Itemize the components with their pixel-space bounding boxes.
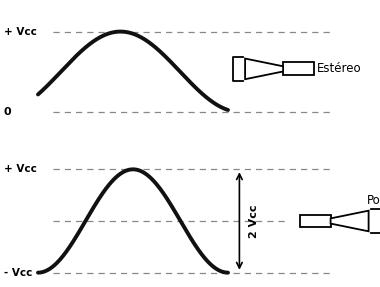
Polygon shape xyxy=(245,59,283,79)
Text: 2 Vcc: 2 Vcc xyxy=(249,204,259,238)
Text: Ponte: Ponte xyxy=(367,194,380,207)
Bar xyxy=(283,62,314,75)
Text: - Vcc: - Vcc xyxy=(4,268,32,278)
Text: Estéreo: Estéreo xyxy=(317,62,362,75)
Polygon shape xyxy=(331,211,369,231)
Text: + Vcc: + Vcc xyxy=(4,164,37,174)
Bar xyxy=(300,215,331,227)
Text: + Vcc: + Vcc xyxy=(4,27,37,36)
Text: 0: 0 xyxy=(4,107,11,117)
